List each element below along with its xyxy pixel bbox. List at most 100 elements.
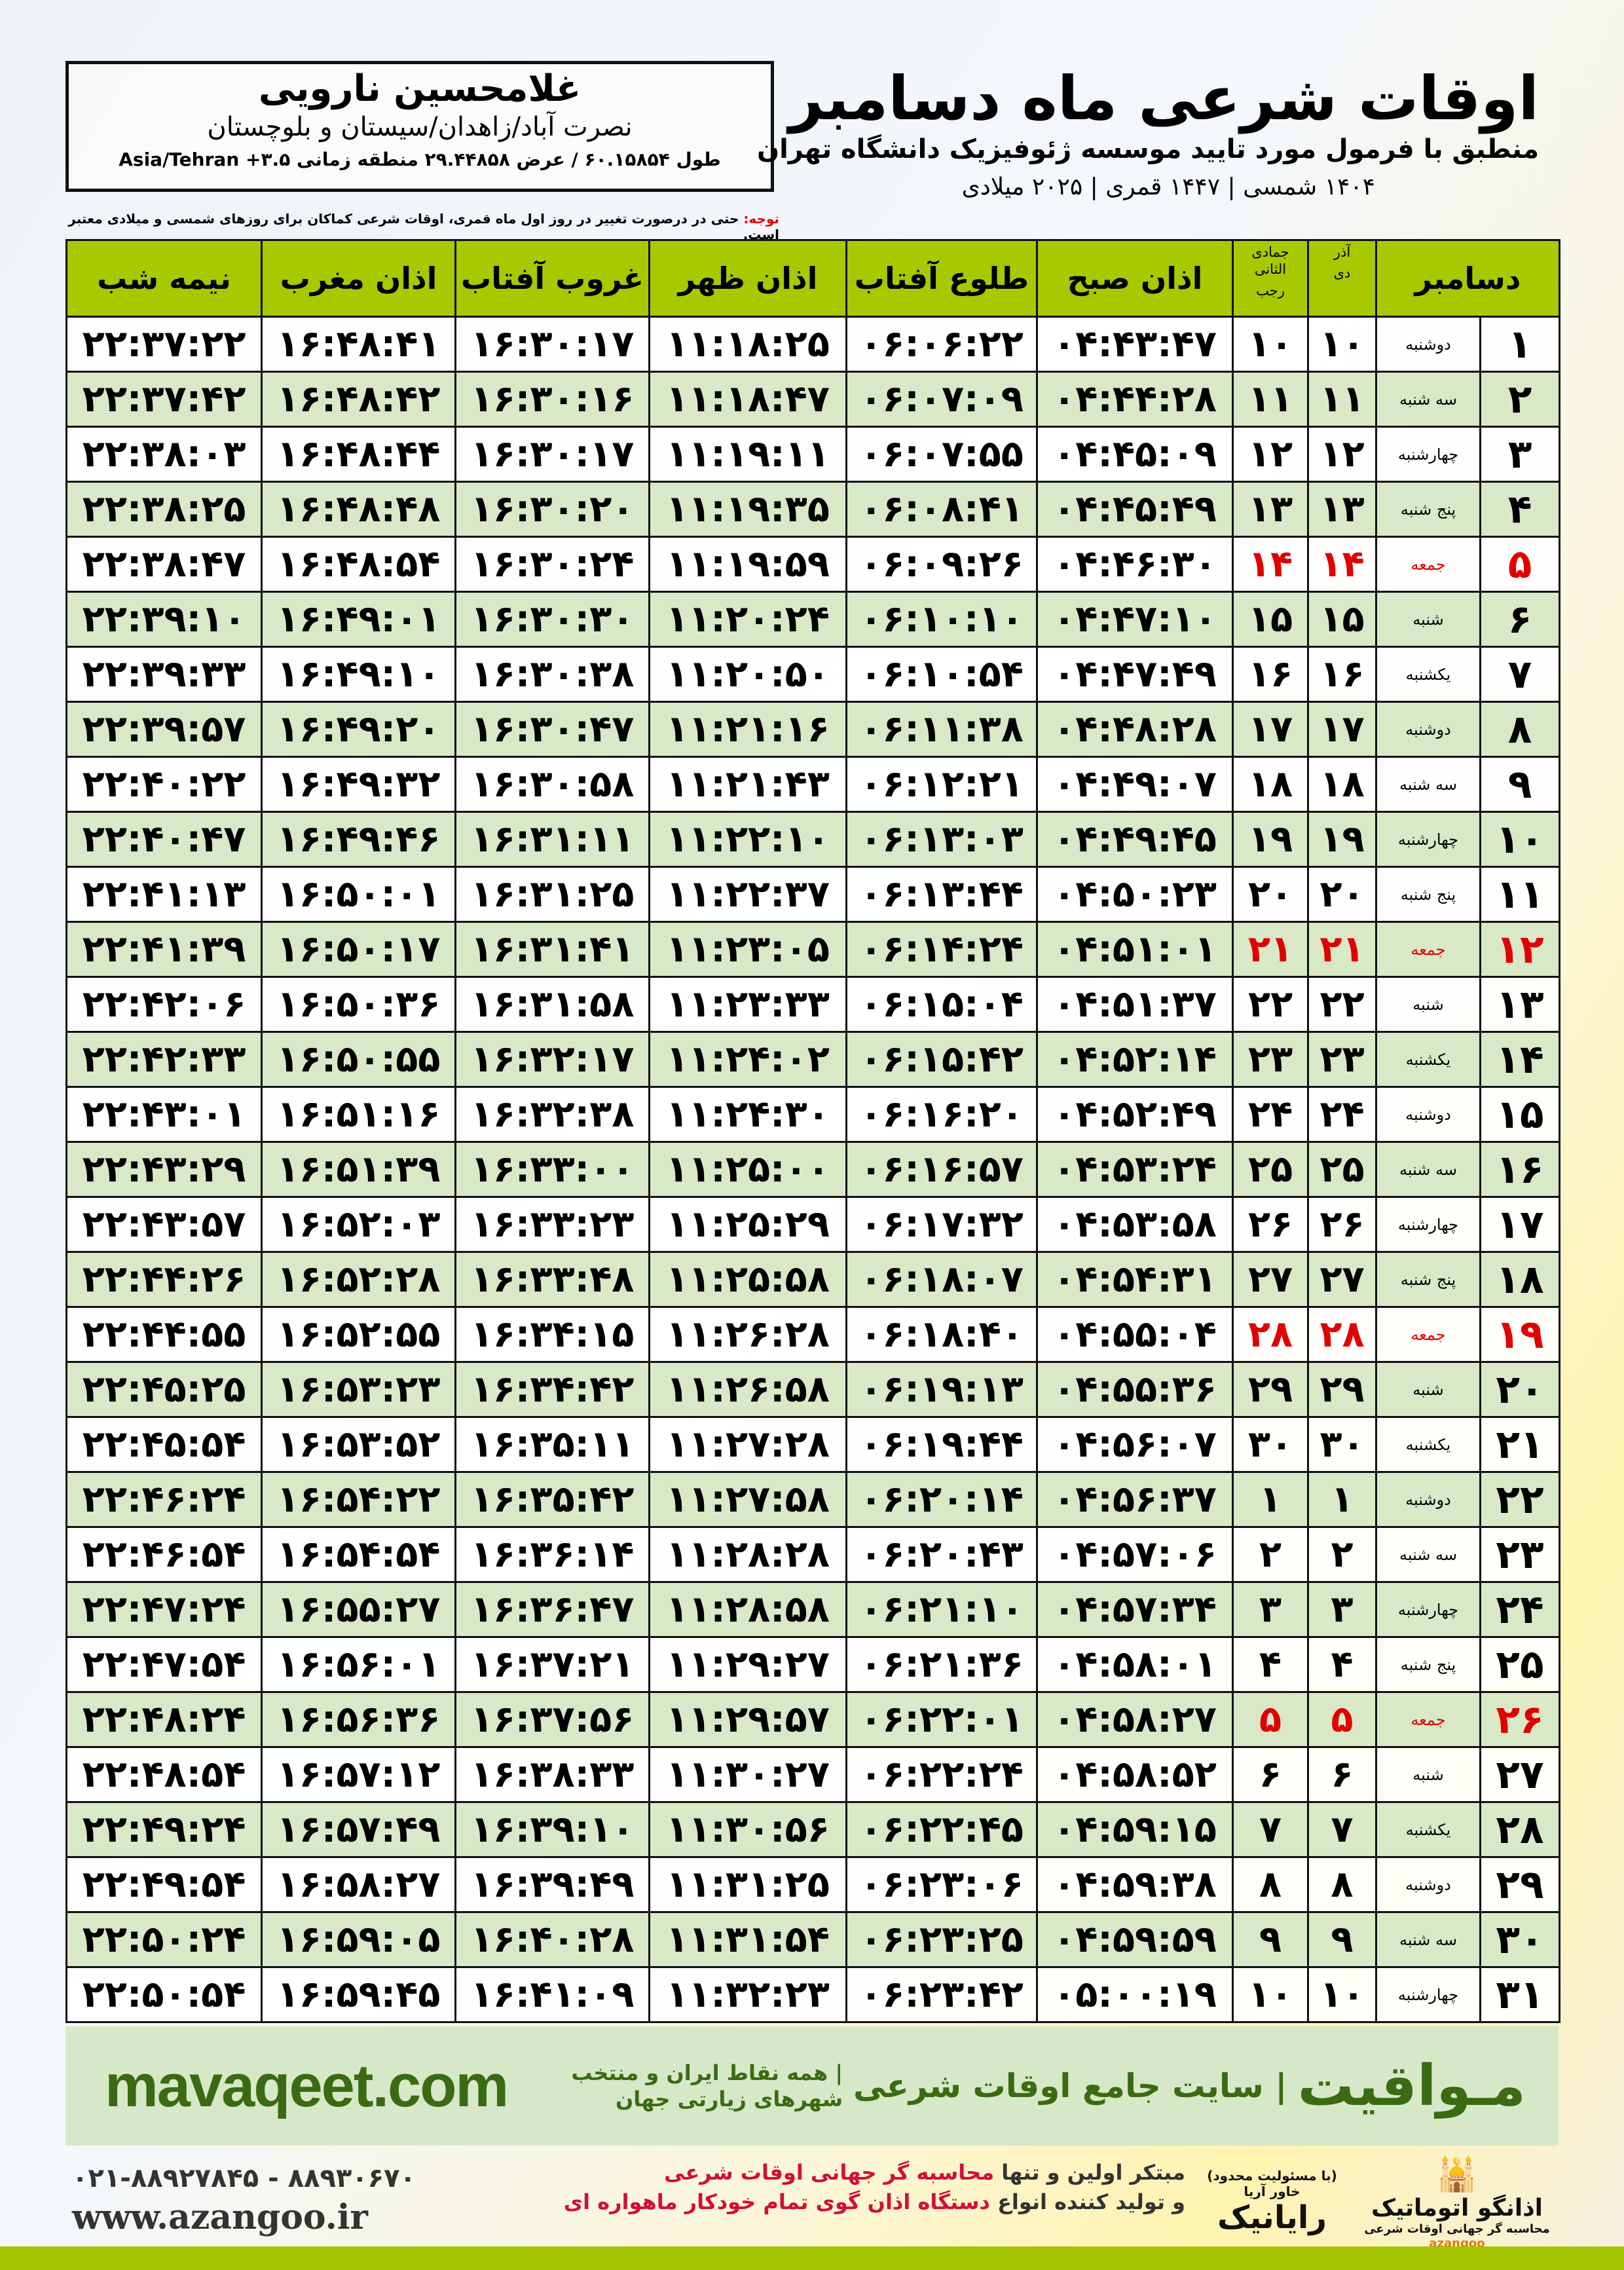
rajab-date: ۲۷: [1232, 1251, 1309, 1308]
fajr-time: ۰۴:۵۵:۰۴: [1036, 1306, 1234, 1363]
header-rajab-top: جمادی الثانی: [1251, 244, 1289, 278]
dhuhr-time: ۱۱:۲۵:۲۹: [648, 1196, 847, 1253]
table-row: ۱۲ جمعه ۲۱ ۲۱ ۰۴:۵۱:۰۱ ۰۶:۱۴:۲۴ ۱۱:۲۳:۰۵ ۱۶:۳۱:…: [65, 921, 1560, 978]
day-number: ۱۵: [1479, 1086, 1560, 1143]
rajab-date: ۸: [1232, 1856, 1309, 1913]
day-number: ۲۲: [1479, 1471, 1560, 1528]
sunset-time: ۱۶:۳۷:۲۱: [454, 1636, 650, 1693]
maghrib-time: ۱۶:۵۶:۳۶: [261, 1691, 456, 1748]
weekday: دوشنبه: [1375, 1856, 1481, 1913]
midnight-time: ۲۲:۵۰:۲۴: [65, 1911, 263, 1968]
midnight-time: ۲۲:۳۸:۲۵: [65, 481, 263, 538]
rajab-date: ۱۳: [1232, 481, 1309, 538]
fajr-time: ۰۴:۵۸:۵۲: [1036, 1746, 1234, 1803]
contact-info: ۰۲۱-۸۸۹۲۷۸۴۵ - ۸۸۹۳۰۶۷۰ www.azangoo.ir: [72, 2161, 517, 2240]
fajr-time: ۰۴:۵۹:۵۹: [1036, 1911, 1234, 1968]
day-number: ۲۴: [1479, 1581, 1560, 1638]
location-coords: طول ۶۰.۱۵۸۵۴ / عرض ۲۹.۴۴۸۵۸ منطقه زمانی …: [119, 149, 721, 171]
fajr-time: ۰۴:۵۰:۲۳: [1036, 866, 1234, 923]
rajab-date: ۹: [1232, 1911, 1309, 1968]
weekday: جمعه: [1375, 921, 1481, 978]
maghrib-time: ۱۶:۵۰:۵۵: [261, 1031, 456, 1088]
fajr-time: ۰۴:۵۶:۳۷: [1036, 1471, 1234, 1528]
site-url[interactable]: mavaqeet.com: [105, 2052, 509, 2119]
sunrise-time: ۰۶:۲۱:۱۰: [845, 1581, 1038, 1638]
table-row: ۱۹ جمعه ۲۸ ۲۸ ۰۴:۵۵:۰۴ ۰۶:۱۸:۴۰ ۱۱:۲۶:۲۸ ۱۶:۳۴:…: [65, 1306, 1560, 1363]
fajr-time: ۰۴:۴۹:۴۵: [1036, 811, 1234, 868]
dey-date: ۵: [1307, 1691, 1377, 1748]
midnight-time: ۲۲:۳۹:۳۳: [65, 646, 263, 703]
page-subtitle: منطبق با فرمول مورد تایید موسسه ژئوفیزیک…: [756, 134, 1539, 165]
weekday: پنج شنبه: [1375, 866, 1481, 923]
maghrib-time: ۱۶:۴۹:۳۲: [261, 756, 456, 813]
sunrise-time: ۰۶:۱۸:۴۰: [845, 1306, 1038, 1363]
weekday: سه شنبه: [1375, 371, 1481, 428]
dhuhr-time: ۱۱:۲۳:۰۵: [648, 921, 847, 978]
midnight-time: ۲۲:۴۲:۳۳: [65, 1031, 263, 1088]
rajab-date: ۱۵: [1232, 591, 1309, 648]
dey-date: ۳۰: [1307, 1416, 1377, 1473]
sunset-time: ۱۶:۳۹:۴۹: [454, 1856, 650, 1913]
sunrise-time: ۰۶:۱۵:۴۲: [845, 1031, 1038, 1088]
weekday: سه شنبه: [1375, 1526, 1481, 1583]
midnight-time: ۲۲:۴۹:۲۴: [65, 1801, 263, 1858]
rajab-date: ۱۰: [1232, 1966, 1309, 2023]
dey-date: ۲: [1307, 1526, 1377, 1583]
dey-date: ۸: [1307, 1856, 1377, 1913]
maghrib-time: ۱۶:۵۴:۲۲: [261, 1471, 456, 1528]
azangoo-sub: محاسبه گر جهانی اوقات شرعی: [1364, 2222, 1550, 2237]
dhuhr-time: ۱۱:۲۹:۵۷: [648, 1691, 847, 1748]
weekday: یکشنبه: [1375, 1416, 1481, 1473]
fajr-time: ۰۴:۵۷:۰۶: [1036, 1526, 1234, 1583]
dey-date: ۱۱: [1307, 371, 1377, 428]
person-name: غلامحسین نارویی: [258, 67, 581, 110]
dey-date: ۱۵: [1307, 591, 1377, 648]
sunset-time: ۱۶:۳۰:۱۷: [454, 316, 650, 373]
ad-line2-a: و تولید کننده انواع: [989, 2189, 1185, 2214]
maghrib-time: ۱۶:۵۳:۵۲: [261, 1416, 456, 1473]
rayanik-name: رایانیک: [1217, 2199, 1327, 2236]
prayer-times-table: دسامبر آذر دی جمادی الثانی رجب اذان صبح طل…: [65, 239, 1560, 2023]
sunset-time: ۱۶:۳۰:۳۰: [454, 591, 650, 648]
fajr-time: ۰۴:۵۳:۲۴: [1036, 1141, 1234, 1198]
fajr-time: ۰۴:۵۵:۳۶: [1036, 1361, 1234, 1418]
azangoo-url[interactable]: www.azangoo.ir: [72, 2197, 368, 2237]
midnight-time: ۲۲:۴۰:۴۷: [65, 811, 263, 868]
maghrib-time: ۱۶:۴۹:۱۰: [261, 646, 456, 703]
rajab-date: ۳: [1232, 1581, 1309, 1638]
sunrise-time: ۰۶:۰۷:۰۹: [845, 371, 1038, 428]
weekday: شنبه: [1375, 591, 1481, 648]
sunset-time: ۱۶:۳۲:۱۷: [454, 1031, 650, 1088]
rajab-date: ۲۱: [1232, 921, 1309, 978]
weekday: شنبه: [1375, 976, 1481, 1033]
rajab-date: ۱۸: [1232, 756, 1309, 813]
maghrib-time: ۱۶:۴۸:۴۴: [261, 426, 456, 483]
sunset-time: ۱۶:۳۰:۲۴: [454, 536, 650, 593]
midnight-time: ۲۲:۴۷:۲۴: [65, 1581, 263, 1638]
sunrise-time: ۰۶:۱۶:۵۷: [845, 1141, 1038, 1198]
table-row: ۱۱ پنج شنبه ۲۰ ۲۰ ۰۴:۵۰:۲۳ ۰۶:۱۳:۴۴ ۱۱:۲۲:۳۷ ۱۶…: [65, 866, 1560, 923]
table-row: ۲۵ پنج شنبه ۴ ۴ ۰۴:۵۸:۰۱ ۰۶:۲۱:۳۶ ۱۱:۲۹:۲۷ ۱۶:۳…: [65, 1636, 1560, 1693]
location-box: غلامحسین نارویی نصرت آباد/زاهدان/سیستان …: [65, 61, 774, 192]
header-rajab-bottom: رجب: [1256, 282, 1285, 299]
midnight-time: ۲۲:۴۳:۰۱: [65, 1086, 263, 1143]
sunrise-time: ۰۶:۱۳:۰۳: [845, 811, 1038, 868]
dhuhr-time: ۱۱:۲۷:۵۸: [648, 1471, 847, 1528]
fajr-time: ۰۴:۴۳:۴۷: [1036, 316, 1234, 373]
sunset-time: ۱۶:۳۱:۲۵: [454, 866, 650, 923]
dey-date: ۳: [1307, 1581, 1377, 1638]
day-number: ۱۰: [1479, 811, 1560, 868]
fajr-time: ۰۴:۵۶:۰۷: [1036, 1416, 1234, 1473]
rajab-date: ۱۰: [1232, 316, 1309, 373]
sunrise-time: ۰۶:۱۶:۲۰: [845, 1086, 1038, 1143]
sunrise-time: ۰۶:۰۹:۲۶: [845, 536, 1038, 593]
sunset-time: ۱۶:۳۴:۴۲: [454, 1361, 650, 1418]
maghrib-time: ۱۶:۵۱:۱۶: [261, 1086, 456, 1143]
dey-date: ۲۱: [1307, 921, 1377, 978]
sunrise-time: ۰۶:۱۹:۴۴: [845, 1416, 1038, 1473]
fajr-time: ۰۴:۵۳:۵۸: [1036, 1196, 1234, 1253]
midnight-time: ۲۲:۴۰:۲۲: [65, 756, 263, 813]
weekday: شنبه: [1375, 1361, 1481, 1418]
midnight-time: ۲۲:۵۰:۵۴: [65, 1966, 263, 2023]
fajr-time: ۰۴:۴۵:۴۹: [1036, 481, 1234, 538]
